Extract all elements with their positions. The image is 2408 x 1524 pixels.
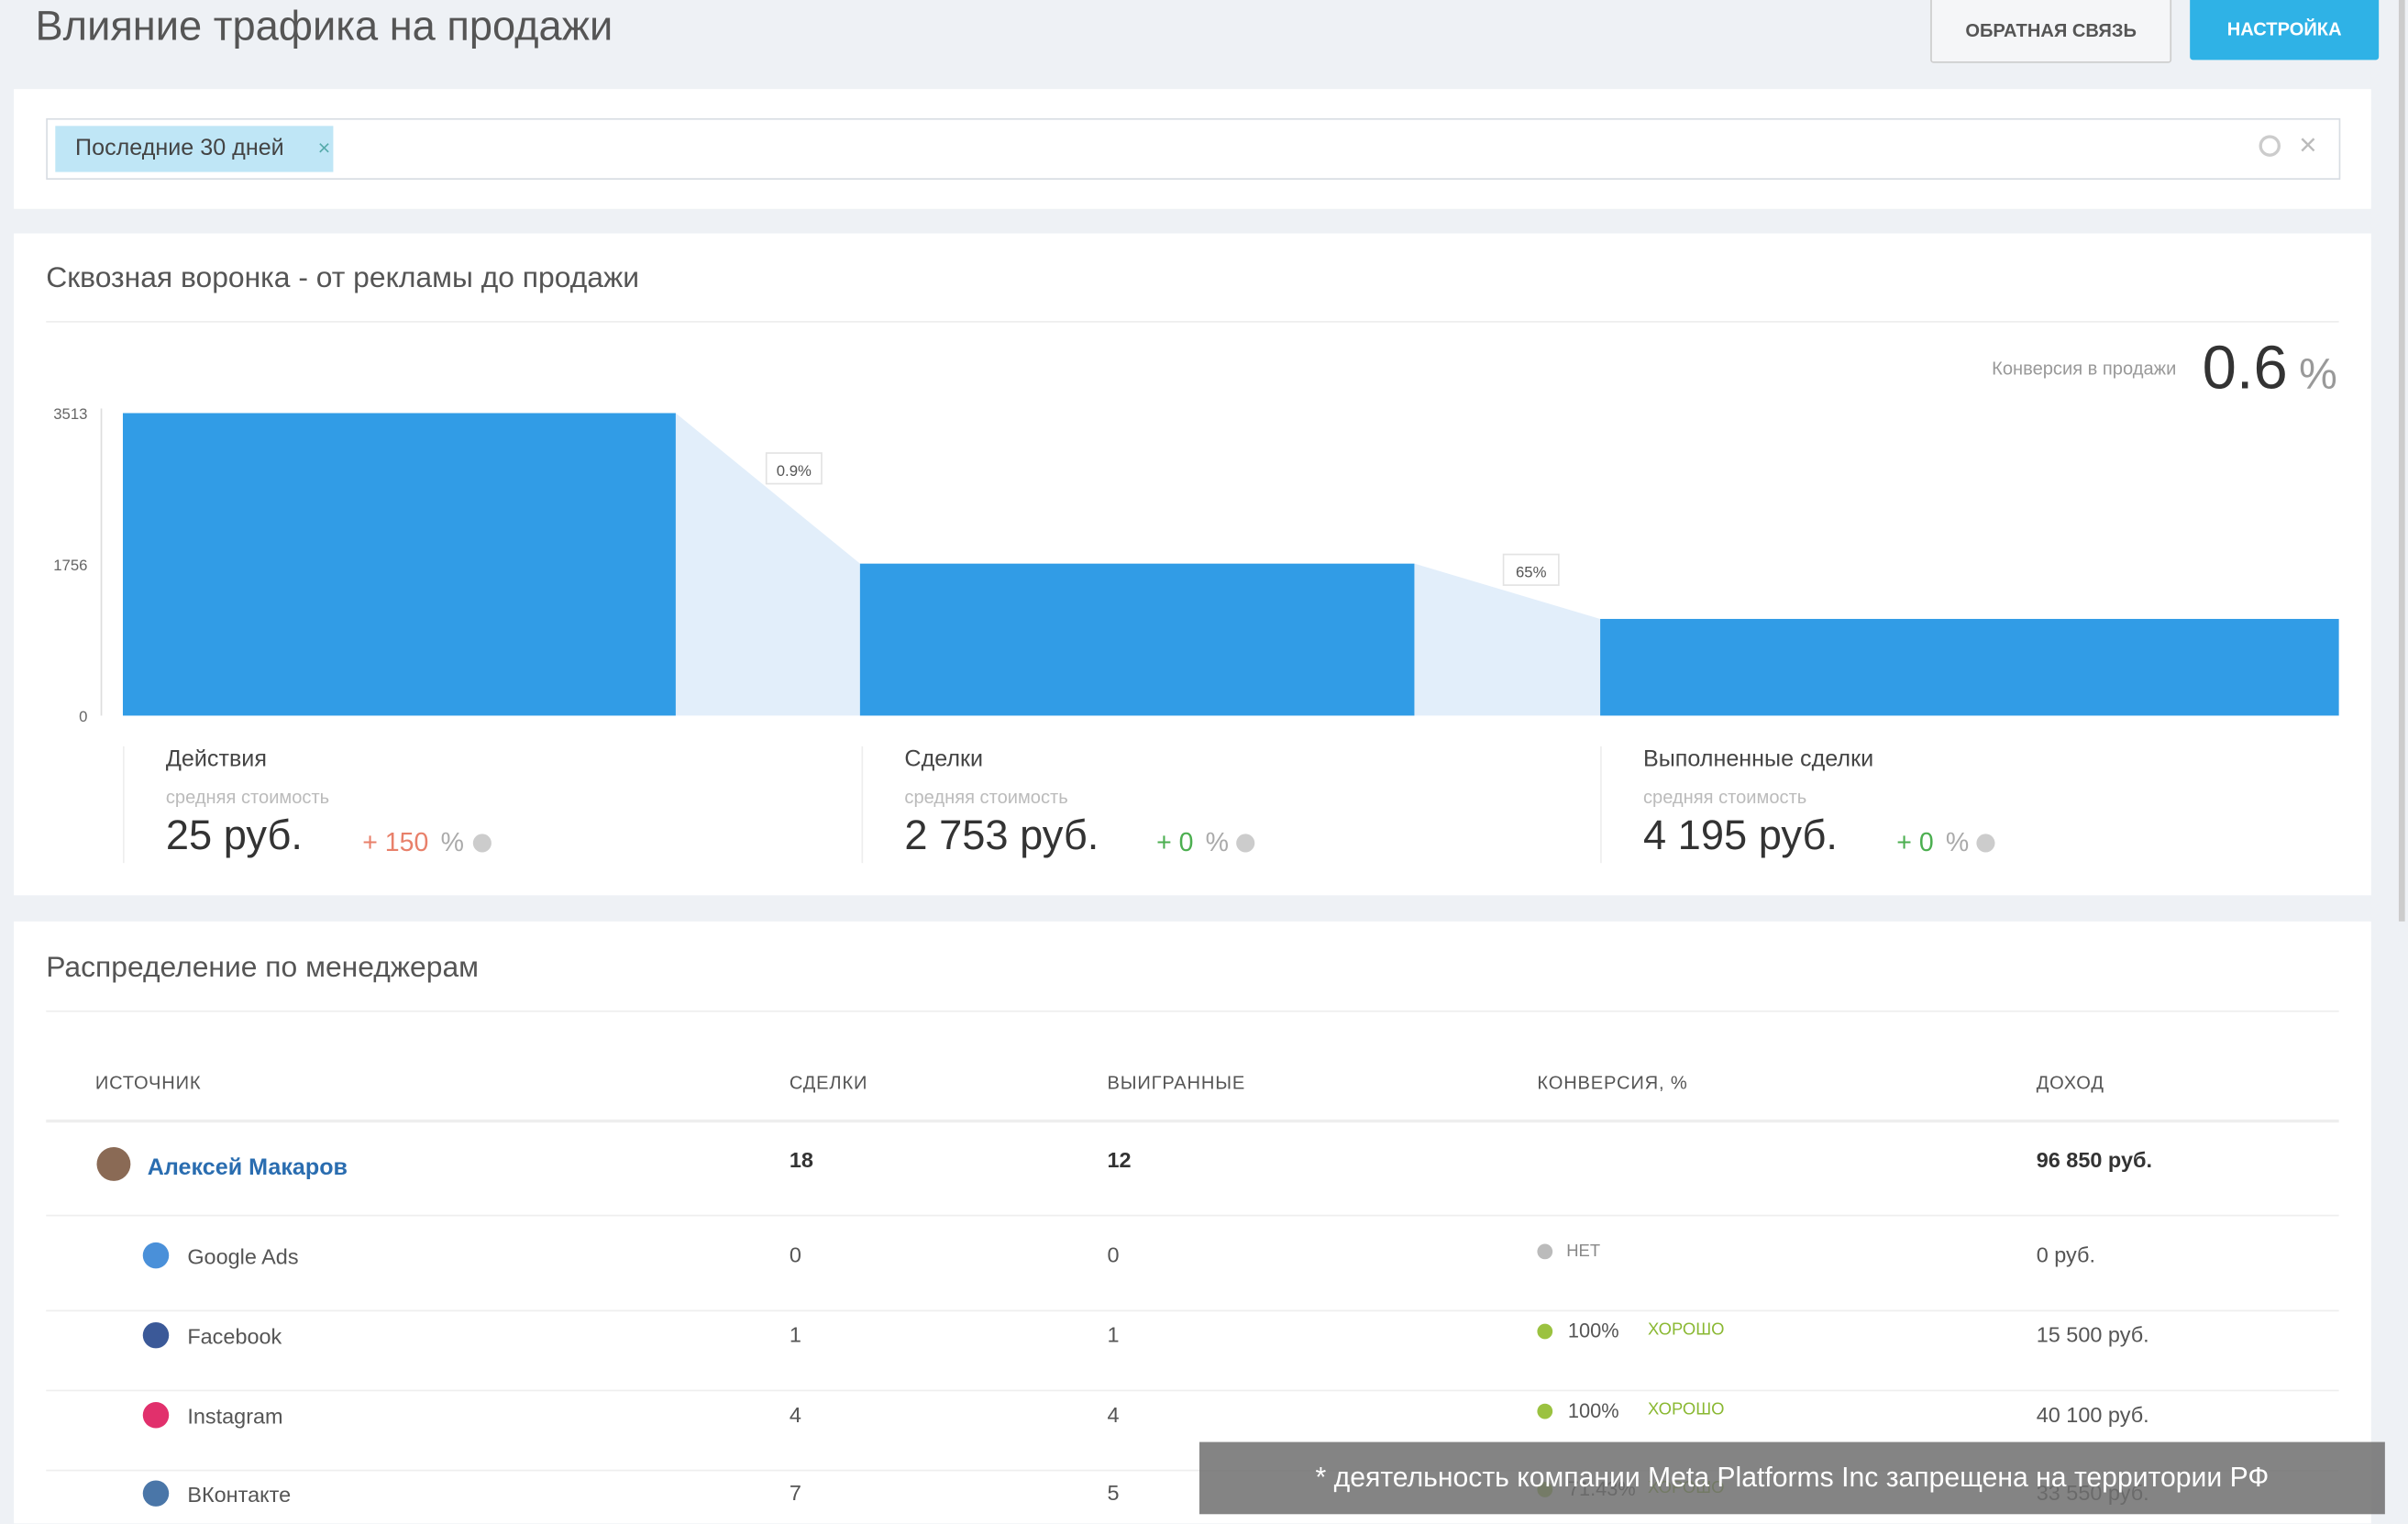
stage-sub: средняя стоимость xyxy=(165,786,330,808)
column-header: СДЕЛКИ xyxy=(789,1071,868,1094)
stage-sub: средняя стоимость xyxy=(1642,786,1807,808)
filter-tag[interactable]: Последние 30 дней xyxy=(55,126,334,172)
status: ХОРОШО xyxy=(1647,1320,1725,1340)
cell: 1 xyxy=(789,1321,801,1347)
conversion: 100% xyxy=(1567,1319,1619,1342)
stage-divider xyxy=(861,745,864,864)
y-tick-label: 0 xyxy=(79,708,87,725)
source-icon xyxy=(142,1321,170,1349)
y-tick-label: 3513 xyxy=(53,405,87,423)
source-icon xyxy=(142,1480,170,1507)
conversion: 100% xyxy=(1567,1398,1619,1422)
source-icon xyxy=(142,1402,170,1429)
bar xyxy=(122,413,676,716)
cell: 0 руб. xyxy=(2036,1242,2095,1267)
source-icon xyxy=(142,1242,170,1269)
stage-change: + 0 xyxy=(1896,827,1934,857)
source-name: Facebook xyxy=(187,1323,282,1349)
scrollbar[interactable] xyxy=(2398,0,2405,922)
source-name: ВКонтакте xyxy=(187,1482,292,1507)
rate-label: 0.9% xyxy=(777,462,812,480)
status-dot xyxy=(1537,1323,1553,1340)
notice-text: * деятельность компании Meta Platforms I… xyxy=(1315,1462,2270,1493)
cell: 5 xyxy=(1107,1480,1120,1506)
column-header: ДОХОД xyxy=(2036,1071,2104,1094)
conversion-label: Конверсия в продажи xyxy=(1992,358,2177,380)
funnel-chart: 0 1756 3513 0.9% 65% xyxy=(53,405,2339,725)
bar xyxy=(859,563,1415,716)
manager-name[interactable]: Алексей Макаров xyxy=(147,1154,348,1181)
row-divider xyxy=(46,1469,2339,1472)
funnel-connector xyxy=(675,413,860,716)
bar xyxy=(1600,618,2339,716)
stage-name: Выполненные сделки xyxy=(1642,745,1874,773)
column-header: ВЫИГРАННЫЕ xyxy=(1107,1071,1246,1094)
column-header: КОНВЕРСИЯ, % xyxy=(1537,1071,1688,1094)
row-divider xyxy=(46,1309,2339,1312)
stage-name: Сделки xyxy=(904,745,984,773)
clear-icon[interactable]: × xyxy=(2299,128,2317,163)
stage-cost: 4 195 руб. xyxy=(1642,812,1838,859)
cell: 18 xyxy=(789,1147,813,1172)
row-divider xyxy=(46,1214,2339,1217)
stage-change: + 150 xyxy=(362,827,429,857)
conversion-value: 0.6 xyxy=(2202,335,2288,403)
stage-divider xyxy=(122,745,125,864)
stage-name: Действия xyxy=(165,745,267,773)
cell: 15 500 руб. xyxy=(2036,1321,2149,1347)
y-tick-label: 1756 xyxy=(53,557,87,574)
notice-banner: * деятельность компании Meta Platforms I… xyxy=(1198,1441,2385,1515)
stage-unit: % xyxy=(1205,827,1230,857)
stage-divider xyxy=(1600,745,1602,864)
source-name: Google Ads xyxy=(187,1243,299,1269)
source-name: Instagram xyxy=(187,1403,283,1429)
stage-cost: 25 руб. xyxy=(165,812,303,859)
cell: 0 xyxy=(1107,1242,1120,1267)
section-title: Сквозная воронка - от рекламы до продажи xyxy=(46,262,640,295)
avatar xyxy=(96,1147,131,1181)
help-icon[interactable] xyxy=(1976,834,1995,853)
cell: 1 xyxy=(1107,1321,1120,1347)
stage-sub: средняя стоимость xyxy=(904,786,1068,808)
cell: 4 xyxy=(1107,1402,1120,1427)
search-icon[interactable] xyxy=(2259,135,2281,157)
cell: 96 850 руб. xyxy=(2036,1147,2152,1172)
button[interactable]: НАСТРОЙКА xyxy=(2190,0,2380,61)
funnel-connector xyxy=(1414,563,1601,716)
help-icon[interactable] xyxy=(1236,834,1255,853)
divider xyxy=(46,1119,2339,1123)
status: НЕТ xyxy=(1566,1242,1601,1261)
row-divider xyxy=(46,1389,2339,1392)
status-dot xyxy=(1537,1403,1553,1419)
rate-label: 65% xyxy=(1516,564,1547,581)
tag-text: Последние 30 дней xyxy=(75,135,284,161)
cell: 7 xyxy=(789,1480,801,1506)
cell: 4 xyxy=(789,1402,801,1427)
rate-badge xyxy=(1502,553,1560,586)
rate-badge xyxy=(765,452,823,485)
cell: 40 100 руб. xyxy=(2036,1402,2149,1427)
stage-unit: % xyxy=(440,827,464,857)
help-icon[interactable] xyxy=(472,834,492,853)
stage-change: + 0 xyxy=(1156,827,1194,857)
divider xyxy=(46,321,2339,323)
search-box[interactable] xyxy=(46,117,2341,180)
conversion-unit: % xyxy=(2299,349,2337,398)
button[interactable]: ОБРАТНАЯ СВЯЗЬ xyxy=(1930,0,2172,63)
table-panel xyxy=(14,921,2371,1524)
cell: 0 xyxy=(789,1242,801,1267)
tag-remove: × xyxy=(317,135,331,160)
cell: 12 xyxy=(1107,1147,1132,1172)
column-header: ИСТОЧНИК xyxy=(94,1071,202,1094)
section-title: Распределение по менеджерам xyxy=(46,952,480,985)
divider xyxy=(46,1010,2339,1012)
stage-cost: 2 753 руб. xyxy=(904,812,1099,859)
status-dot xyxy=(1537,1243,1553,1260)
status: ХОРОШО xyxy=(1647,1400,1725,1419)
page-title: Влияние трафика на продажи xyxy=(35,3,613,50)
stage-unit: % xyxy=(1945,827,1970,857)
